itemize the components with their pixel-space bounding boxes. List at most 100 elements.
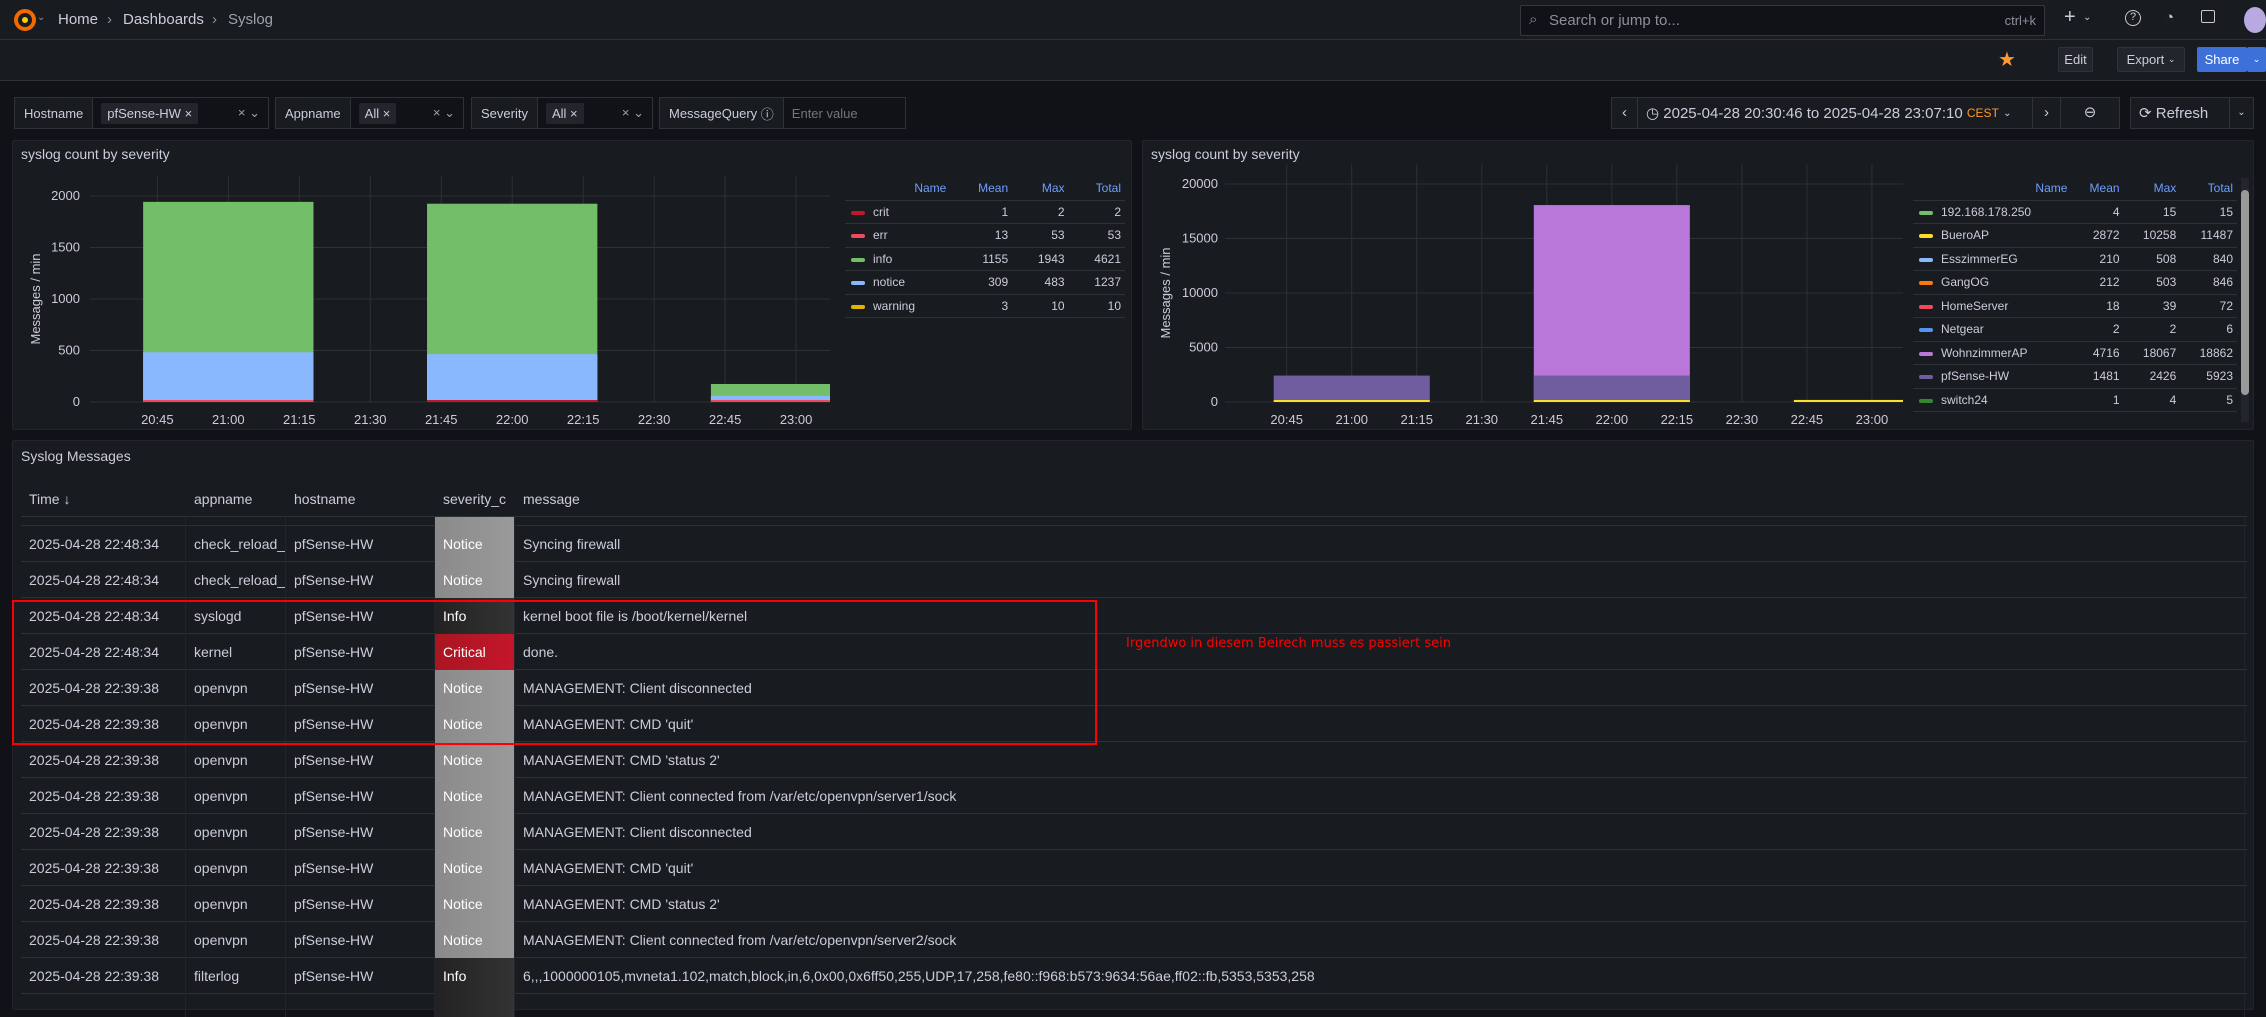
legend-row[interactable]: EsszimmerEG 210 508 840: [1913, 247, 2237, 271]
legend-row[interactable]: info 1155 1943 4621: [845, 247, 1125, 271]
message-query-input[interactable]: [783, 105, 904, 121]
table-row[interactable]: 2025-04-28 22:39:38 openvpn pfSense-HW Noti…: [21, 814, 2247, 850]
legend-row[interactable]: err 13 53 53: [845, 223, 1125, 248]
breadcrumb-dashboards[interactable]: Dashboards: [123, 11, 204, 28]
plus-icon[interactable]: +: [2064, 6, 2076, 28]
table-row[interactable]: 2025-04-28 22:39:38 filterlog pfSense-HW In…: [21, 958, 2247, 994]
table-row[interactable]: 2025-04-28 22:48:34 kernel pfSense-HW Criti…: [21, 634, 2247, 670]
edit-button[interactable]: Edit: [2058, 47, 2093, 72]
table-row[interactable]: 2025-04-28 22:39:38 openvpn pfSense-HW Noti…: [21, 850, 2247, 886]
legend-scrollbar[interactable]: [2241, 178, 2249, 422]
table-row[interactable]: 2025-04-28 22:39:38 openvpn pfSense-HW Noti…: [21, 670, 2247, 706]
remove-icon[interactable]: ×: [184, 105, 193, 121]
legend-max: 2: [1012, 200, 1069, 224]
star-icon[interactable]: ★: [1998, 49, 2016, 71]
legend-row[interactable]: GangOG 212 503 846: [1913, 270, 2237, 295]
cell-hostname: pfSense-HW: [286, 886, 435, 922]
monitor-icon[interactable]: [2201, 10, 2215, 23]
legend-name: BueroAP: [1937, 223, 2072, 248]
help-icon[interactable]: ?: [2125, 10, 2141, 26]
legend-col-header[interactable]: Name: [1937, 176, 2072, 201]
y-axis-label: Messages / min: [1158, 247, 1173, 338]
clear-icon[interactable]: × ⌄: [621, 105, 644, 120]
sort-desc-icon[interactable]: ↓: [63, 491, 71, 507]
remove-icon[interactable]: ×: [570, 105, 578, 121]
refresh-interval-dropdown[interactable]: ⌄: [2229, 98, 2253, 128]
top-nav: ⌄ Home › Dashboards › Syslog ⌕ Search or…: [0, 0, 2266, 40]
table-row[interactable]: 2025-04-28 22:48:34 syslogd pfSense-HW Info…: [21, 598, 2247, 634]
column-header-hostname[interactable]: hostname: [286, 481, 435, 517]
info-icon[interactable]: ⓘ: [760, 106, 774, 122]
table-row[interactable]: 2025-04-28 22:39:38 openvpn pfSense-HW Noti…: [21, 886, 2247, 922]
cell-time: 2025-04-28 22:39:38: [21, 886, 186, 922]
legend-col-header[interactable]: Max: [2123, 176, 2181, 201]
clear-icon[interactable]: × ⌄: [237, 105, 260, 120]
legend-col-header[interactable]: Max: [1012, 176, 1069, 201]
chevron-down-icon[interactable]: ⌄: [2083, 12, 2092, 23]
legend-row[interactable]: Netgear 2 2 6: [1913, 317, 2237, 342]
x-tick-label: 22:00: [496, 412, 529, 427]
cell-time: 2025-04-28 22:48:34: [21, 562, 186, 598]
legend-row[interactable]: BueroAP 2872 10258 11487: [1913, 223, 2237, 248]
legend-mean: 1: [950, 200, 1013, 224]
variable-severity[interactable]: Severity All × × ⌄: [471, 97, 653, 129]
remove-icon[interactable]: ×: [382, 105, 391, 121]
legend-col-header[interactable]: Mean: [950, 176, 1013, 201]
legend-row[interactable]: switch24 1 4 5: [1913, 388, 2237, 412]
column-header-Time[interactable]: Time ↓: [21, 481, 186, 517]
refresh-button[interactable]: ⟳ Refresh ⌄: [2130, 97, 2254, 129]
column-header-message[interactable]: message: [515, 481, 2245, 517]
zoom-out-icon[interactable]: ⊖: [2061, 98, 2119, 128]
variable-chip[interactable]: pfSense-HW ×: [101, 102, 199, 124]
table-row[interactable]: 2025-04-28 22:48:34check_reload_pfSense-…: [21, 517, 2247, 526]
legend-row[interactable]: WohnzimmerAP 4716 18067 18862: [1913, 341, 2237, 365]
legend-col-header[interactable]: Name: [869, 176, 951, 201]
search-input[interactable]: ⌕ Search or jump to... ctrl+k: [1520, 5, 2045, 36]
rss-icon[interactable]: ◔: [2165, 9, 2175, 26]
dashboard-toolbar: ★ Edit Export ⌄ Share ⌄: [0, 40, 2266, 81]
column-header-appname[interactable]: appname: [186, 481, 286, 517]
avatar[interactable]: [2244, 7, 2266, 33]
legend-col-header[interactable]: Total: [1068, 176, 1125, 201]
table-row[interactable]: [21, 994, 2247, 1017]
y-tick-label: 20000: [1182, 176, 1218, 191]
table-row[interactable]: 2025-04-28 22:39:38 openvpn pfSense-HW Noti…: [21, 742, 2247, 778]
variable-chip[interactable]: All ×: [545, 102, 584, 124]
cell-severity: Notice: [435, 886, 515, 922]
cell-appname: openvpn: [186, 922, 286, 958]
cell-severity: Notice: [435, 778, 515, 814]
time-forward-button[interactable]: ›: [2033, 98, 2061, 128]
legend-row[interactable]: notice 309 483 1237: [845, 270, 1125, 295]
time-back-button[interactable]: ‹: [1612, 98, 1638, 128]
table-row[interactable]: 2025-04-28 22:39:38 openvpn pfSense-HW Noti…: [21, 922, 2247, 958]
x-tick-label: 21:45: [425, 412, 458, 427]
time-range-button[interactable]: ◷ 2025-04-28 20:30:46 to 2025-04-28 23:0…: [1638, 98, 2033, 128]
cell-appname: openvpn: [186, 670, 286, 706]
legend-row[interactable]: HomeServer 18 39 72: [1913, 294, 2237, 318]
legend-col-header[interactable]: Total: [2180, 176, 2237, 201]
table-row[interactable]: 2025-04-28 22:39:38 openvpn pfSense-HW Noti…: [21, 706, 2247, 742]
breadcrumb-home[interactable]: Home: [58, 11, 99, 28]
share-button[interactable]: Share: [2197, 47, 2247, 72]
legend-row[interactable]: warning 3 10 10: [845, 294, 1125, 318]
table-row[interactable]: 2025-04-28 22:39:38 openvpn pfSense-HW Noti…: [21, 778, 2247, 814]
legend-max: 53: [1012, 223, 1069, 248]
legend-max: 1943: [1012, 247, 1069, 271]
variable-appname[interactable]: Appname All × × ⌄: [275, 97, 464, 129]
variable-chip[interactable]: All ×: [358, 102, 397, 124]
grafana-logo-icon[interactable]: [14, 8, 36, 32]
export-button[interactable]: Export ⌄: [2117, 47, 2185, 72]
table-body[interactable]: 2025-04-28 22:48:34 check_reload_ pfSense-…: [21, 517, 2247, 1017]
legend-col-header[interactable]: Mean: [2071, 176, 2124, 201]
legend-row[interactable]: crit 1 2 2: [845, 200, 1125, 224]
scrollbar-thumb[interactable]: [2241, 190, 2249, 395]
legend-row[interactable]: pfSense-HW 1481 2426 5923: [1913, 364, 2237, 389]
column-header-severity[interactable]: severity_c: [435, 481, 515, 517]
variable-hostname[interactable]: Hostname pfSense-HW × × ⌄: [14, 97, 269, 129]
legend-row[interactable]: 192.168.178.250 4 15 15: [1913, 200, 2237, 224]
chevron-down-icon[interactable]: ⌄: [37, 12, 46, 23]
clear-icon[interactable]: × ⌄: [432, 105, 455, 120]
legend-name: EsszimmerEG: [1937, 247, 2072, 271]
